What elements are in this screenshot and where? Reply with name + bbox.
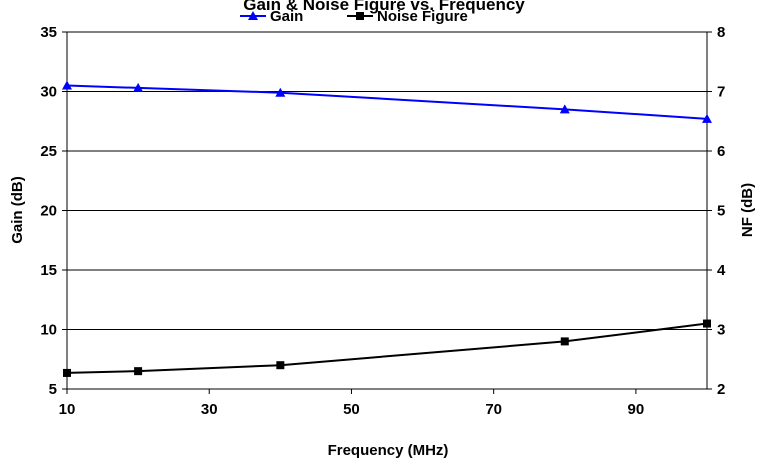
x-tick-label: 30	[201, 401, 218, 418]
legend-marker	[356, 12, 364, 20]
data-point	[275, 87, 286, 97]
y-tick-label: 25	[40, 143, 57, 160]
series-line	[66, 322, 708, 374]
legend-item: Noise Figure	[347, 8, 468, 25]
x-axis-label: Frequency (MHz)	[328, 442, 449, 459]
data-point	[559, 104, 570, 114]
data-point	[133, 82, 144, 92]
data-point	[134, 367, 143, 376]
series-noise-figure	[63, 319, 711, 377]
y2-tick-label: 2	[717, 381, 725, 398]
data-point	[62, 80, 72, 90]
y2-tick-label: 4	[717, 262, 726, 279]
y-tick-label: 20	[40, 203, 57, 220]
y2-tick-label: 6	[717, 143, 725, 160]
data-point	[703, 319, 711, 328]
series-layer	[62, 80, 712, 377]
x-tick-label: 50	[343, 401, 360, 418]
y-tick-label: 5	[49, 381, 57, 398]
gridlines	[67, 91, 707, 330]
y2-tick-label: 8	[717, 24, 725, 41]
legend-label: Noise Figure	[377, 8, 468, 25]
series-line	[66, 84, 708, 120]
y-tick-label: 15	[40, 262, 57, 279]
chart-title: Gain & Noise Figure vs. Frequency	[243, 0, 525, 14]
y-axis-label: Gain (dB)	[9, 176, 26, 244]
right-axis-ticks: 2 3 4 5 6 7 8	[707, 24, 726, 398]
y2-tick-label: 5	[717, 203, 725, 220]
data-point	[702, 113, 712, 123]
legend: Gain Noise Figure	[240, 8, 468, 25]
y-tick-label: 10	[40, 322, 57, 339]
y-tick-label: 30	[40, 84, 57, 101]
legend-item: Gain	[240, 8, 303, 25]
x-tick-label: 10	[59, 401, 76, 418]
left-axis-ticks: 5 10 15 20 25 30 35	[40, 24, 67, 398]
y2-tick-label: 7	[717, 84, 725, 101]
x-tick-label: 90	[628, 401, 645, 418]
y2-tick-label: 3	[717, 322, 725, 339]
legend-marker	[248, 11, 258, 20]
y2-axis-label: NF (dB)	[739, 183, 756, 237]
legend-label: Gain	[270, 8, 303, 25]
y-tick-label: 35	[40, 24, 57, 41]
x-axis-ticks: 10 30 50 70 90	[59, 389, 645, 418]
data-point	[63, 368, 71, 377]
data-point	[276, 361, 285, 370]
series-gain	[62, 80, 712, 123]
data-point	[560, 337, 569, 346]
x-tick-label: 70	[485, 401, 502, 418]
